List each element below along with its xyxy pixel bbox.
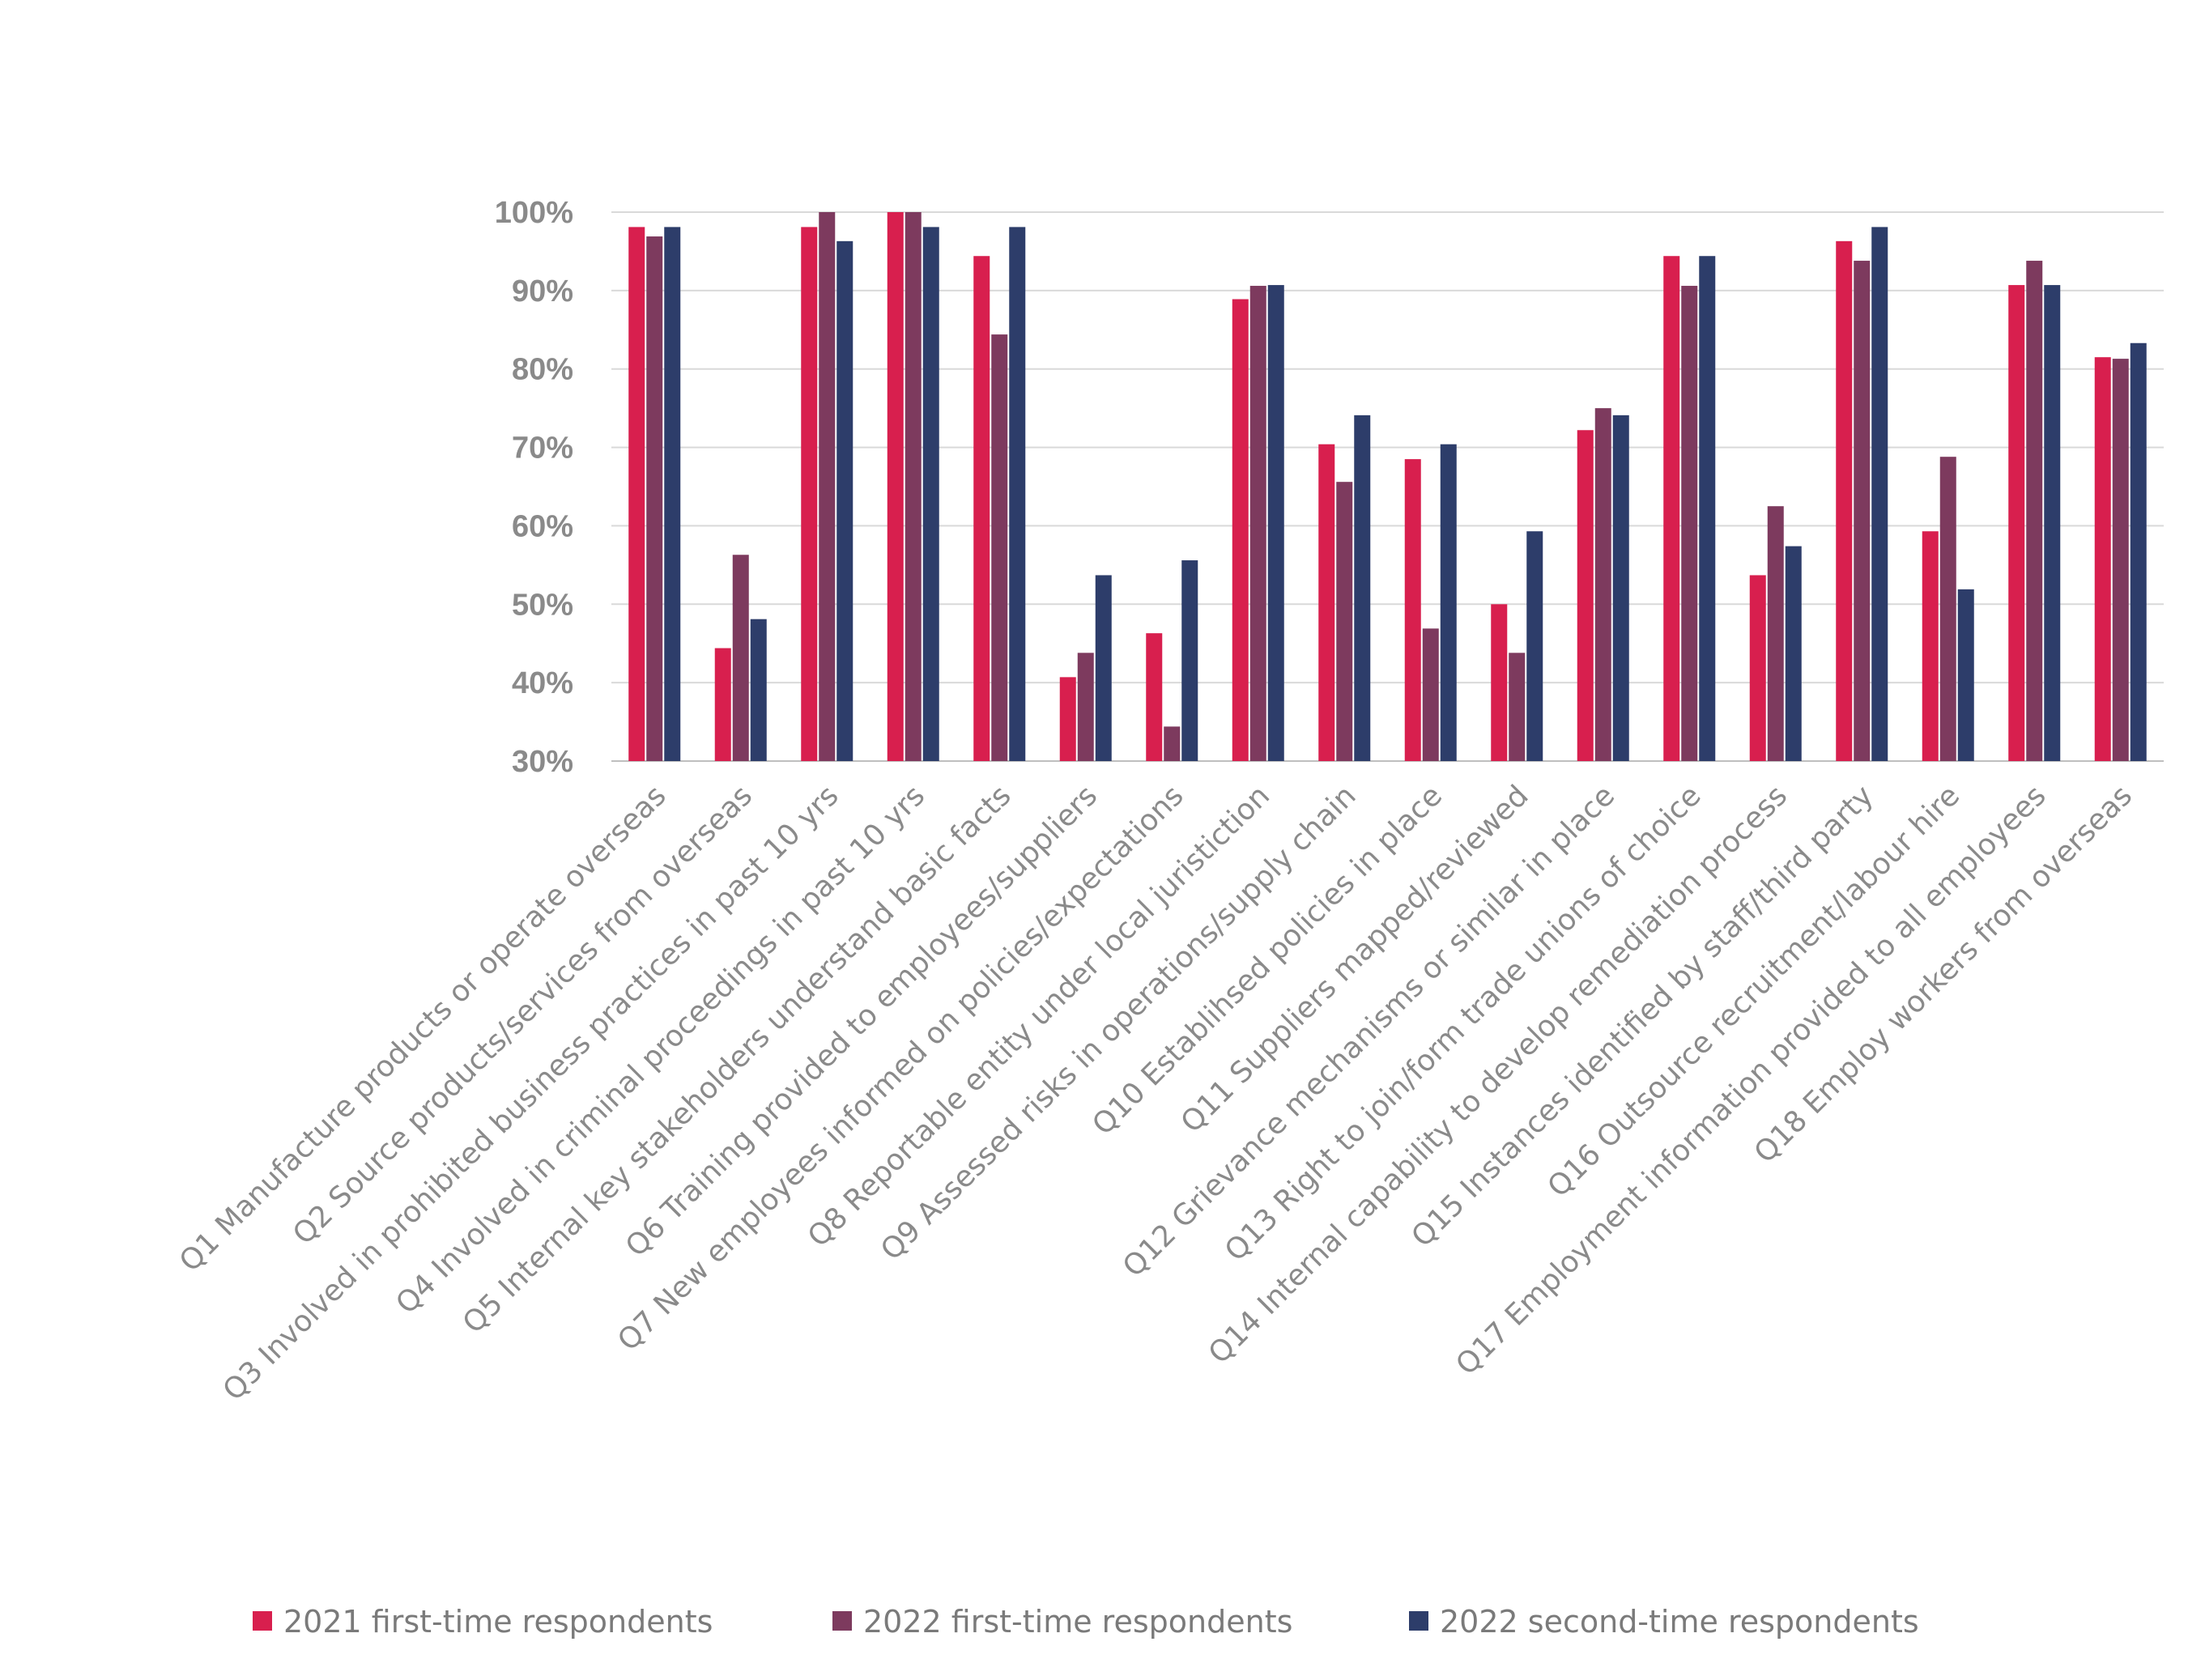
bar	[887, 212, 904, 761]
bar	[1871, 227, 1888, 762]
bar	[1922, 531, 1939, 761]
bar	[1836, 240, 1853, 761]
bar	[1422, 628, 1439, 761]
legend-label: 2022 first-time respondents	[863, 1604, 1292, 1640]
bar	[1354, 415, 1371, 761]
bar	[1785, 546, 1802, 761]
bar	[1181, 560, 1198, 761]
y-axis-ticks: 30% 40% 50% 60% 70% 80% 90% 100%	[495, 196, 573, 779]
bar	[1957, 589, 1974, 761]
legend-label: 2021 first-time respondents	[283, 1604, 713, 1640]
y-tick-label: 90%	[512, 274, 573, 308]
bar	[1577, 430, 1594, 761]
bar	[1146, 633, 1163, 761]
legend-swatch	[832, 1611, 852, 1631]
bar	[1939, 457, 1956, 761]
bar	[1854, 261, 1871, 762]
bar	[2026, 261, 2043, 762]
bar	[2130, 342, 2147, 761]
bar	[973, 256, 990, 761]
bar	[819, 212, 836, 761]
bar	[646, 236, 663, 761]
y-tick-label: 80%	[512, 353, 573, 387]
bar	[801, 227, 818, 762]
gridlines	[611, 211, 2164, 762]
bar	[1612, 415, 1629, 761]
bars	[628, 212, 2147, 762]
legend: 2021 first-time respondents 2022 first-ti…	[253, 1604, 1919, 1640]
y-tick-label: 70%	[512, 432, 573, 466]
bar	[1526, 531, 1543, 761]
bar	[2044, 285, 2061, 761]
bar	[1267, 285, 1284, 761]
y-tick-label: 40%	[512, 666, 573, 700]
legend-swatch	[1409, 1611, 1428, 1631]
bar	[1009, 227, 1026, 762]
bar	[1249, 286, 1266, 761]
bar	[836, 240, 853, 761]
legend-label: 2022 second-time respondents	[1440, 1604, 1919, 1640]
y-tick-label: 30%	[512, 745, 573, 779]
bar	[1767, 506, 1784, 761]
bar	[2008, 285, 2025, 761]
bar	[732, 555, 749, 761]
x-axis-ticks: Q1 Manufacture products or operate overs…	[173, 779, 2139, 1407]
bar	[1509, 653, 1526, 761]
x-tick-label: Q7 New employees informed on policies/ex…	[611, 779, 1190, 1357]
bar	[1681, 286, 1698, 761]
bar	[1336, 482, 1353, 761]
bar	[922, 227, 939, 762]
bar	[1594, 408, 1611, 761]
bar	[1059, 677, 1076, 761]
bar	[1491, 604, 1508, 761]
bar	[1699, 256, 1716, 761]
y-tick-label: 100%	[495, 196, 573, 230]
bar	[664, 227, 681, 762]
bar	[714, 648, 731, 761]
bar	[1404, 459, 1421, 761]
bar	[2094, 357, 2111, 761]
bar	[991, 334, 1008, 761]
x-tick-label: Q3 Involved in prohibited business pract…	[217, 779, 845, 1407]
bar	[1232, 299, 1249, 761]
y-tick-label: 60%	[512, 509, 573, 543]
bar	[2112, 359, 2129, 761]
bar	[628, 227, 645, 762]
bar	[1749, 575, 1766, 761]
bar	[1164, 726, 1181, 761]
bar	[1095, 575, 1112, 761]
bar	[1663, 256, 1680, 761]
bar	[750, 619, 767, 761]
y-tick-label: 50%	[512, 588, 573, 622]
bar	[1318, 444, 1335, 761]
bar	[905, 212, 922, 761]
bar	[1440, 444, 1457, 761]
bar	[1077, 653, 1094, 761]
legend-swatch	[253, 1611, 272, 1631]
